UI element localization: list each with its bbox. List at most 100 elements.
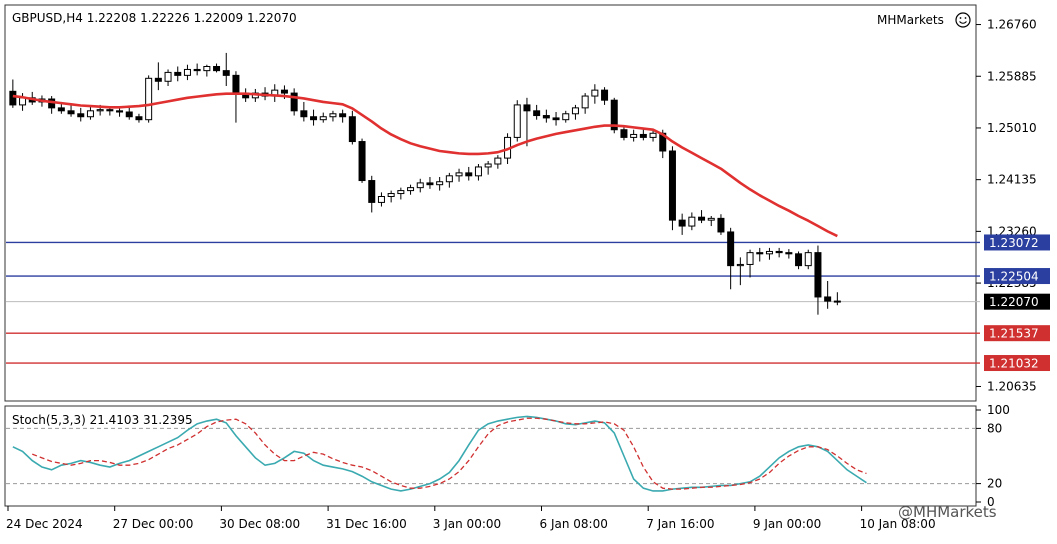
candle [814,245,822,315]
bear-candle-body [193,68,201,72]
candle [125,107,133,120]
time-tick-label: 3 Jan 00:00 [433,517,501,531]
candle [445,172,453,188]
bear-candle-body [9,90,17,106]
candle [135,113,143,123]
candle [678,213,686,235]
stoch-tick-label: 100 [987,403,1010,417]
candle [630,129,638,142]
bear-candle-body [824,296,832,302]
bear-candle-body [610,99,618,131]
bear-candle-body [232,74,240,94]
bear-candle-body [639,133,647,138]
candle [552,112,560,126]
bull-candle-body [86,110,94,118]
candle [387,190,395,203]
candle [397,187,405,200]
bull-candle-body [164,71,172,82]
bear-candle-body [533,110,541,117]
candle [310,109,318,126]
candle [746,249,754,278]
stoch-tick-label: 0 [987,495,995,509]
candle [824,281,832,309]
candle [571,104,579,120]
stochastic-title: Stoch(5,3,3) 21.4103 31.2395 [12,413,193,427]
candle [804,249,812,270]
time-tick-label: 10 Jan 08:00 [860,517,936,531]
candle [174,66,182,82]
bear-candle-body [57,107,65,112]
price-level-label-3: 1.21537 [984,325,1050,342]
candle [164,69,172,86]
candle [698,210,706,224]
candle [785,249,793,259]
candle [407,184,415,195]
candle [86,106,94,120]
price-level-value: 1.21032 [989,357,1039,371]
bull-candle-body [581,95,589,109]
candle [9,79,17,108]
price-level-value: 1.22070 [989,295,1039,309]
candle [639,128,647,141]
price-level-value: 1.21537 [989,327,1039,341]
bear-candle-body [795,253,803,267]
candle [329,110,337,122]
candle [465,166,473,181]
bear-candle-body [174,71,182,76]
bear-candle-body [426,182,434,186]
bear-candle-body [465,172,473,177]
stochastic-lines [12,415,867,492]
bull-candle-body [649,132,657,138]
bull-candle-body [387,193,395,198]
price-level-box [984,268,1050,285]
candle [775,247,783,258]
candle [756,247,764,262]
bull-candle-body [416,182,424,189]
price-level-value: 1.23072 [989,236,1039,250]
time-tick-label: 30 Dec 08:00 [219,517,300,531]
candle [484,161,492,175]
candle [377,192,385,207]
bull-candle-body [484,163,492,168]
bull-candle-body [397,190,405,195]
watermark-text: @MHMarkets [898,503,997,521]
candle [765,247,773,260]
candle [67,104,75,117]
bull-candle-body [804,252,812,267]
moving-average-line [12,92,838,238]
candle [707,216,715,227]
bear-candle-body [542,115,550,119]
bear-candle-body [620,129,628,138]
candle [542,109,550,123]
bear-candle-body [552,117,560,121]
time-tick-label: 7 Jan 16:00 [646,517,714,531]
price-level-label-1: 1.22504 [984,268,1050,285]
stoch-tick-label: 20 [987,477,1002,491]
candle [300,101,308,122]
candle [562,110,570,123]
bear-candle-body [213,66,221,72]
price-tick-label: 1.20635 [987,379,1037,393]
price-axis: 1.267601.258851.250101.241351.232601.223… [976,18,1037,393]
price-level-label-0: 1.23072 [984,234,1050,251]
price-tick-label: 1.24135 [987,173,1037,187]
bear-candle-body [154,77,162,82]
candle [222,52,230,86]
candle [416,178,424,193]
price-level-value: 1.22504 [989,270,1039,284]
candle [368,175,376,213]
candle [183,64,191,81]
candle [513,100,521,142]
time-tick-label: 6 Jan 08:00 [540,517,608,531]
bear-candle-body [358,141,366,182]
candle [727,227,735,290]
bull-candle-body [736,263,744,267]
bear-candle-body [785,252,793,255]
price-level-label-4: 1.21032 [984,355,1050,372]
bear-candle-body [833,300,841,303]
bull-candle-body [455,172,463,177]
candle [523,97,531,147]
candlestick-series [9,52,841,315]
candle [203,64,211,77]
